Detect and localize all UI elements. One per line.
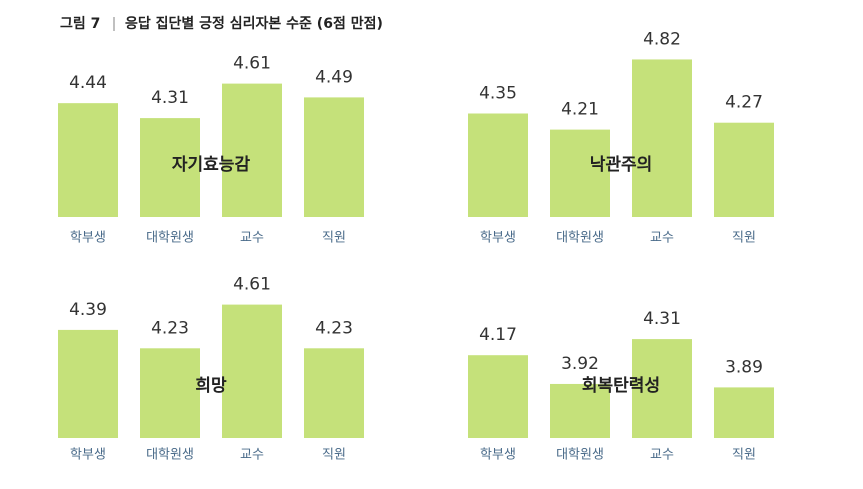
bar bbox=[714, 387, 774, 438]
category-label: 대학원생 bbox=[556, 231, 604, 246]
value-label: 4.31 bbox=[151, 88, 189, 108]
category-label: 직원 bbox=[732, 231, 756, 246]
bar bbox=[304, 97, 364, 217]
bar bbox=[632, 59, 692, 218]
value-label: 4.61 bbox=[233, 275, 271, 295]
bar bbox=[140, 348, 200, 438]
category-label: 직원 bbox=[322, 448, 346, 463]
category-label: 교수 bbox=[650, 231, 674, 246]
value-label: 4.17 bbox=[479, 325, 517, 345]
value-label: 4.31 bbox=[643, 309, 681, 329]
panel-title: 낙관주의 bbox=[590, 155, 653, 175]
bar bbox=[468, 355, 528, 438]
value-label: 4.61 bbox=[233, 54, 271, 74]
category-label: 대학원생 bbox=[556, 448, 604, 463]
value-label: 4.23 bbox=[315, 318, 353, 338]
category-label: 대학원생 bbox=[146, 231, 194, 246]
value-label: 3.89 bbox=[725, 357, 763, 377]
bar bbox=[222, 304, 282, 438]
category-label: 학부생 bbox=[70, 231, 106, 246]
panel-title: 자기효능감 bbox=[172, 155, 251, 175]
bar bbox=[58, 329, 118, 438]
category-label: 교수 bbox=[240, 448, 264, 463]
bar bbox=[550, 383, 610, 438]
value-label: 4.49 bbox=[315, 67, 353, 87]
category-label: 직원 bbox=[322, 231, 346, 246]
category-label: 대학원생 bbox=[146, 448, 194, 463]
category-label: 직원 bbox=[732, 448, 756, 463]
bar bbox=[468, 113, 528, 217]
bar bbox=[140, 118, 200, 217]
bar bbox=[222, 83, 282, 217]
value-label: 4.44 bbox=[69, 73, 107, 93]
panel-title: 회복탄력성 bbox=[582, 376, 660, 396]
category-label: 교수 bbox=[650, 448, 674, 463]
bar bbox=[550, 129, 610, 217]
figure-label: 그림 7 bbox=[60, 16, 100, 32]
value-label: 3.92 bbox=[561, 354, 599, 374]
category-label: 교수 bbox=[240, 231, 264, 246]
panel-title: 희망 bbox=[195, 376, 227, 396]
bar bbox=[632, 339, 692, 438]
value-label: 4.27 bbox=[725, 93, 763, 113]
value-label: 4.39 bbox=[69, 300, 107, 320]
category-label: 학부생 bbox=[70, 448, 106, 463]
bar bbox=[714, 122, 774, 217]
value-label: 4.82 bbox=[643, 29, 681, 49]
value-label: 4.35 bbox=[479, 84, 517, 104]
value-label: 4.23 bbox=[151, 318, 189, 338]
category-label: 학부생 bbox=[480, 448, 516, 463]
bar bbox=[304, 348, 364, 438]
value-label: 4.21 bbox=[561, 100, 599, 120]
bar bbox=[58, 103, 118, 217]
category-label: 학부생 bbox=[480, 231, 516, 246]
figure-title: 응답 집단별 긍정 심리자본 수준 (6점 만점) bbox=[125, 15, 383, 32]
